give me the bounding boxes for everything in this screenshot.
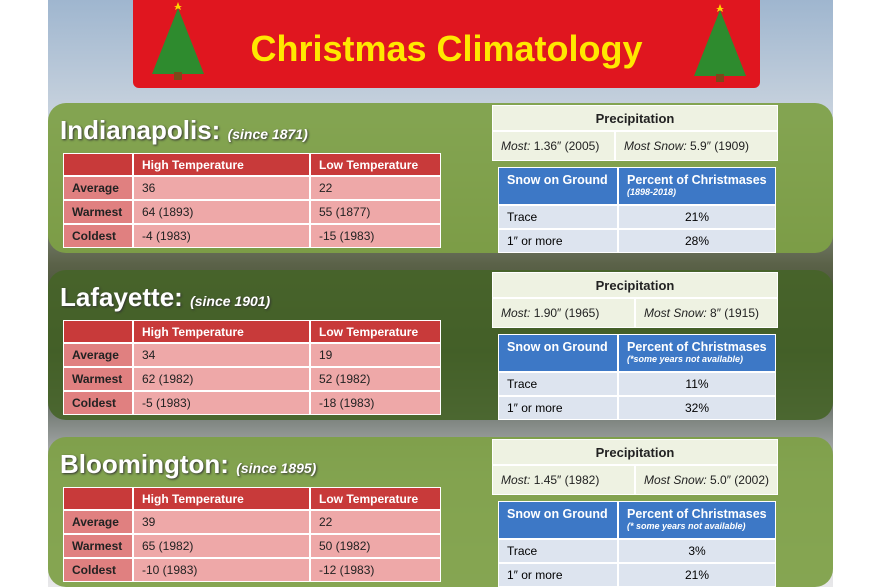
table-cell: 50 (1982) (310, 534, 441, 558)
table-cell: 32% (618, 396, 776, 420)
precip-value: 1.45″ (1982) (533, 473, 600, 487)
table-cell: 55 (1877) (310, 200, 441, 224)
table-cell: 21% (618, 205, 776, 229)
precip-label: Most Snow: (644, 473, 707, 487)
header-text: Percent of Christmases (627, 173, 767, 187)
header-note: (* some years not available) (627, 521, 746, 531)
table-cell: 62 (1982) (133, 367, 310, 391)
table-header: Percent of Christmases (1898-2018) (618, 167, 776, 205)
table-cell: 64 (1893) (133, 200, 310, 224)
table-cell: 34 (133, 343, 310, 367)
table-cell: Trace (498, 372, 618, 396)
table-cell: -12 (1983) (310, 558, 441, 582)
row-label: Warmest (63, 534, 133, 558)
since-year: (since 1895) (236, 460, 317, 476)
table-header: High Temperature (133, 487, 310, 510)
precip-label: Most: (501, 473, 531, 487)
precip-value: 8″ (1915) (710, 306, 759, 320)
table-header: Low Temperature (310, 153, 441, 176)
table-cell: 65 (1982) (133, 534, 310, 558)
table-cell: 1″ or more (498, 229, 618, 253)
row-label: Average (63, 176, 133, 200)
table-header: Low Temperature (310, 320, 441, 343)
header-note: (1898-2018) (627, 187, 677, 197)
precip-cell: Most Snow: 8″ (1915) (635, 298, 778, 328)
table-cell: 19 (310, 343, 441, 367)
tree-icon (694, 4, 746, 82)
header-text: Percent of Christmases (627, 340, 767, 354)
row-label: Coldest (63, 224, 133, 248)
header-note: (*some years not available) (627, 354, 744, 364)
row-label: Average (63, 343, 133, 367)
city-name: Indianapolis: (60, 115, 221, 145)
table-header (63, 487, 133, 510)
table-cell: 1″ or more (498, 396, 618, 420)
table-header: Snow on Ground (498, 501, 618, 539)
since-year: (since 1901) (190, 293, 271, 309)
precip-cell: Most: 1.90″ (1965) (492, 298, 635, 328)
title-banner (133, 0, 760, 88)
precip-cell: Most: 1.36″ (2005) (492, 131, 615, 161)
table-cell: 22 (310, 510, 441, 534)
city-name: Lafayette: (60, 282, 183, 312)
table-header: Snow on Ground (498, 334, 618, 372)
precip-cell: Most Snow: 5.9″ (1909) (615, 131, 778, 161)
table-cell: Trace (498, 205, 618, 229)
table-header: Percent of Christmases (* some years not … (618, 501, 776, 539)
precip-value: 5.9″ (1909) (690, 139, 749, 153)
precip-label: Most: (501, 306, 531, 320)
precip-value: 1.36″ (2005) (533, 139, 600, 153)
precip-title: Precipitation (492, 105, 778, 131)
row-label: Coldest (63, 558, 133, 582)
city-heading: Lafayette: (since 1901) (60, 282, 270, 313)
row-label: Warmest (63, 367, 133, 391)
city-heading: Indianapolis: (since 1871) (60, 115, 308, 146)
table-cell: -15 (1983) (310, 224, 441, 248)
table-cell: 11% (618, 372, 776, 396)
since-year: (since 1871) (227, 126, 308, 142)
precip-title: Precipitation (492, 439, 778, 465)
city-name: Bloomington: (60, 449, 229, 479)
table-header: Low Temperature (310, 487, 441, 510)
precip-value: 1.90″ (1965) (533, 306, 600, 320)
precip-title: Precipitation (492, 272, 778, 298)
precip-label: Most Snow: (624, 139, 687, 153)
table-cell: -4 (1983) (133, 224, 310, 248)
table-cell: -5 (1983) (133, 391, 310, 415)
header-text: Percent of Christmases (627, 507, 767, 521)
table-header: Snow on Ground (498, 167, 618, 205)
city-heading: Bloomington: (since 1895) (60, 449, 316, 480)
precip-value: 5.0″ (2002) (710, 473, 769, 487)
table-cell: 52 (1982) (310, 367, 441, 391)
precip-cell: Most: 1.45″ (1982) (492, 465, 635, 495)
precip-label: Most: (501, 139, 531, 153)
row-label: Coldest (63, 391, 133, 415)
table-header: High Temperature (133, 320, 310, 343)
table-cell: 3% (618, 539, 776, 563)
table-cell: -18 (1983) (310, 391, 441, 415)
table-cell: 36 (133, 176, 310, 200)
table-cell: 1″ or more (498, 563, 618, 587)
table-cell: 28% (618, 229, 776, 253)
table-cell: Trace (498, 539, 618, 563)
page-title: Christmas Climatology (250, 28, 643, 69)
table-header (63, 320, 133, 343)
table-cell: 39 (133, 510, 310, 534)
table-cell: 21% (618, 563, 776, 587)
row-label: Average (63, 510, 133, 534)
table-header (63, 153, 133, 176)
precip-label: Most Snow: (644, 306, 707, 320)
row-label: Warmest (63, 200, 133, 224)
table-header: Percent of Christmases (*some years not a… (618, 334, 776, 372)
precip-cell: Most Snow: 5.0″ (2002) (635, 465, 778, 495)
table-cell: 22 (310, 176, 441, 200)
tree-icon (152, 2, 204, 80)
table-header: High Temperature (133, 153, 310, 176)
table-cell: -10 (1983) (133, 558, 310, 582)
